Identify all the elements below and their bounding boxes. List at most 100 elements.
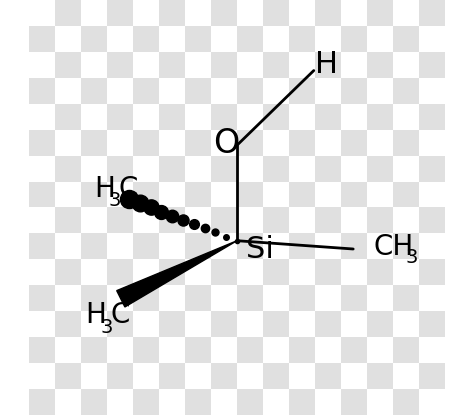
Bar <box>392 286 419 311</box>
Bar <box>107 0 133 26</box>
Bar <box>237 156 263 182</box>
Bar <box>367 389 392 415</box>
Bar <box>419 286 445 311</box>
Bar <box>55 156 82 182</box>
Bar <box>392 182 419 208</box>
Bar <box>419 156 445 182</box>
Bar <box>315 78 341 104</box>
Bar <box>367 259 392 286</box>
Bar <box>392 78 419 104</box>
Bar <box>185 389 211 415</box>
Bar <box>159 286 185 311</box>
Text: O: O <box>213 127 240 160</box>
Bar <box>107 337 133 363</box>
Bar <box>211 182 237 208</box>
Bar <box>82 52 107 78</box>
Bar <box>289 182 315 208</box>
Bar <box>82 286 107 311</box>
Bar <box>211 156 237 182</box>
Bar <box>29 389 55 415</box>
Bar <box>237 311 263 337</box>
Bar <box>315 104 341 129</box>
Bar <box>107 311 133 337</box>
Bar <box>263 182 289 208</box>
Bar <box>133 129 159 156</box>
Bar <box>237 208 263 233</box>
Bar <box>237 129 263 156</box>
Bar <box>263 363 289 389</box>
Bar <box>289 259 315 286</box>
Bar <box>29 233 55 259</box>
Bar <box>107 182 133 208</box>
Bar <box>367 233 392 259</box>
Bar <box>55 26 82 52</box>
Bar <box>159 311 185 337</box>
Bar <box>211 104 237 129</box>
Bar <box>29 286 55 311</box>
Bar <box>341 0 367 26</box>
Bar <box>82 208 107 233</box>
Bar <box>185 182 211 208</box>
Bar <box>82 104 107 129</box>
Bar <box>107 233 133 259</box>
Bar <box>341 182 367 208</box>
Bar <box>419 389 445 415</box>
Bar <box>55 389 82 415</box>
Bar <box>159 26 185 52</box>
Bar <box>341 129 367 156</box>
Bar <box>133 156 159 182</box>
Bar <box>237 104 263 129</box>
Bar <box>211 52 237 78</box>
Bar <box>263 286 289 311</box>
Bar <box>367 78 392 104</box>
Bar <box>107 78 133 104</box>
Bar <box>29 182 55 208</box>
Bar <box>367 286 392 311</box>
Bar <box>289 389 315 415</box>
Bar <box>392 208 419 233</box>
Bar <box>133 233 159 259</box>
Bar <box>341 26 367 52</box>
Bar <box>237 233 263 259</box>
Bar <box>185 259 211 286</box>
Bar <box>392 52 419 78</box>
Bar <box>211 286 237 311</box>
Bar <box>211 26 237 52</box>
Bar <box>133 52 159 78</box>
Bar <box>237 78 263 104</box>
Bar <box>367 0 392 26</box>
Bar <box>419 259 445 286</box>
Bar <box>367 363 392 389</box>
Bar <box>107 286 133 311</box>
Bar <box>419 104 445 129</box>
Bar <box>159 52 185 78</box>
Bar <box>185 233 211 259</box>
Bar <box>159 104 185 129</box>
Bar <box>159 0 185 26</box>
Bar <box>159 389 185 415</box>
Bar <box>133 104 159 129</box>
Bar <box>55 233 82 259</box>
Bar <box>133 0 159 26</box>
Bar <box>133 389 159 415</box>
Bar <box>341 311 367 337</box>
Bar <box>263 52 289 78</box>
Bar <box>289 233 315 259</box>
Bar <box>185 0 211 26</box>
Text: 3: 3 <box>109 191 121 210</box>
Text: C: C <box>110 301 130 330</box>
Bar <box>315 182 341 208</box>
Bar <box>82 0 107 26</box>
Bar <box>29 0 55 26</box>
Bar <box>263 156 289 182</box>
Bar <box>341 156 367 182</box>
Bar <box>419 337 445 363</box>
Bar <box>211 259 237 286</box>
Bar <box>159 233 185 259</box>
Bar <box>185 129 211 156</box>
Bar <box>107 129 133 156</box>
Bar <box>315 337 341 363</box>
Text: 3: 3 <box>100 317 112 337</box>
Bar <box>185 363 211 389</box>
Bar <box>55 129 82 156</box>
